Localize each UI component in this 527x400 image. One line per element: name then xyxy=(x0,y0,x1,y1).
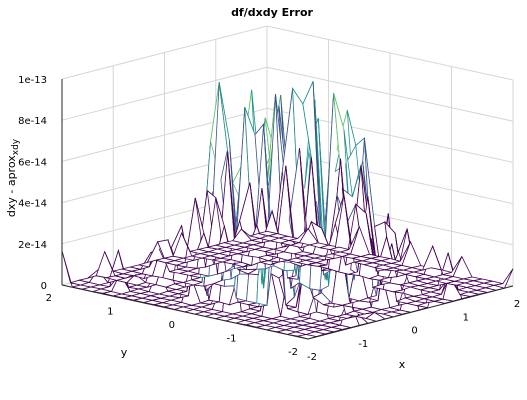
z-axis-label-sub: xdy xyxy=(11,138,21,155)
x-axis-label: x xyxy=(399,358,406,371)
surface-patch xyxy=(494,268,514,289)
surface-patch xyxy=(421,245,442,271)
y-axis-line xyxy=(61,284,309,340)
y-tick-label: 2 xyxy=(46,293,52,304)
chart-title: df/dxdy Error xyxy=(231,6,313,19)
z-tick-label: 1e-13 xyxy=(18,75,47,86)
wall-grid-z xyxy=(61,107,268,162)
wall-grid-z xyxy=(61,25,268,80)
z-tick-label: 4e-14 xyxy=(18,199,47,210)
x-tick-label: -1 xyxy=(358,339,368,350)
y-axis-label: y xyxy=(121,346,128,359)
svg-text:dxy - aproxxdy: dxy - aproxxdy xyxy=(5,138,21,217)
wall-grid-z xyxy=(266,66,514,122)
x-axis-line xyxy=(307,285,514,340)
wall-grid-z xyxy=(61,149,268,204)
x-tick-label: 1 xyxy=(463,312,469,323)
x-tick-label: -2 xyxy=(307,352,317,363)
error-surface xyxy=(61,81,514,340)
x-tick-label: 0 xyxy=(411,326,417,337)
z-tick-label: 6e-14 xyxy=(18,157,47,168)
z-tick-label: 8e-14 xyxy=(18,116,47,127)
x-tick-label: 2 xyxy=(514,299,520,310)
z-tick-label: 2e-14 xyxy=(18,240,47,251)
y-tick-label: 1 xyxy=(107,307,113,318)
y-tick-label: -1 xyxy=(227,334,237,345)
z-axis-label: dxy - aproxxdy xyxy=(5,138,21,217)
wall-grid-z xyxy=(61,66,268,121)
z-tick-label: 0 xyxy=(41,281,47,292)
wall-grid-z xyxy=(266,25,514,81)
axes-frame xyxy=(61,79,514,340)
y-tick-label: 0 xyxy=(169,320,175,331)
y-tick-label: -2 xyxy=(288,347,298,358)
z-axis-label-main: dxy - aprox xyxy=(5,155,18,217)
